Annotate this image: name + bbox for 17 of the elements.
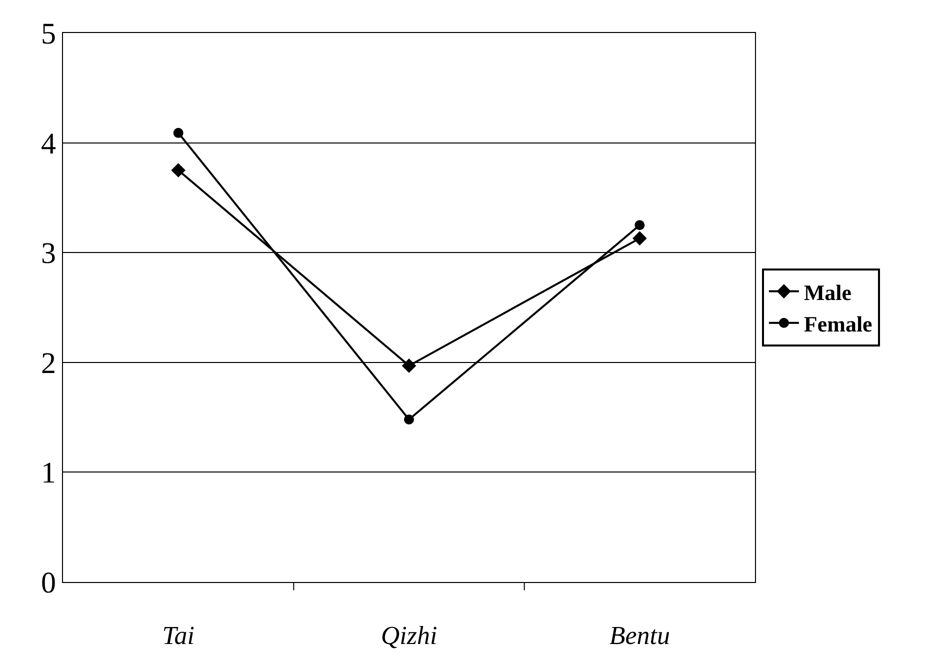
y-tick-label: 5	[41, 18, 56, 50]
point	[171, 163, 186, 178]
legend-label: Male	[804, 280, 852, 305]
y-tick-label: 4	[41, 127, 56, 160]
point	[634, 220, 645, 230]
y-tick-label: 3	[41, 237, 56, 270]
legend-label: Female	[804, 311, 873, 336]
point	[404, 414, 414, 424]
x-tick-label: Tai	[162, 621, 194, 650]
y-tick-label: 1	[41, 456, 56, 490]
y-tick-label: 2	[41, 346, 56, 380]
y-tick-label: 0	[41, 566, 56, 600]
x-tick-label: Qizhi	[380, 621, 438, 650]
point	[632, 231, 647, 246]
point	[173, 128, 184, 138]
point	[402, 358, 416, 373]
x-tick-label: Bentu	[609, 621, 670, 650]
